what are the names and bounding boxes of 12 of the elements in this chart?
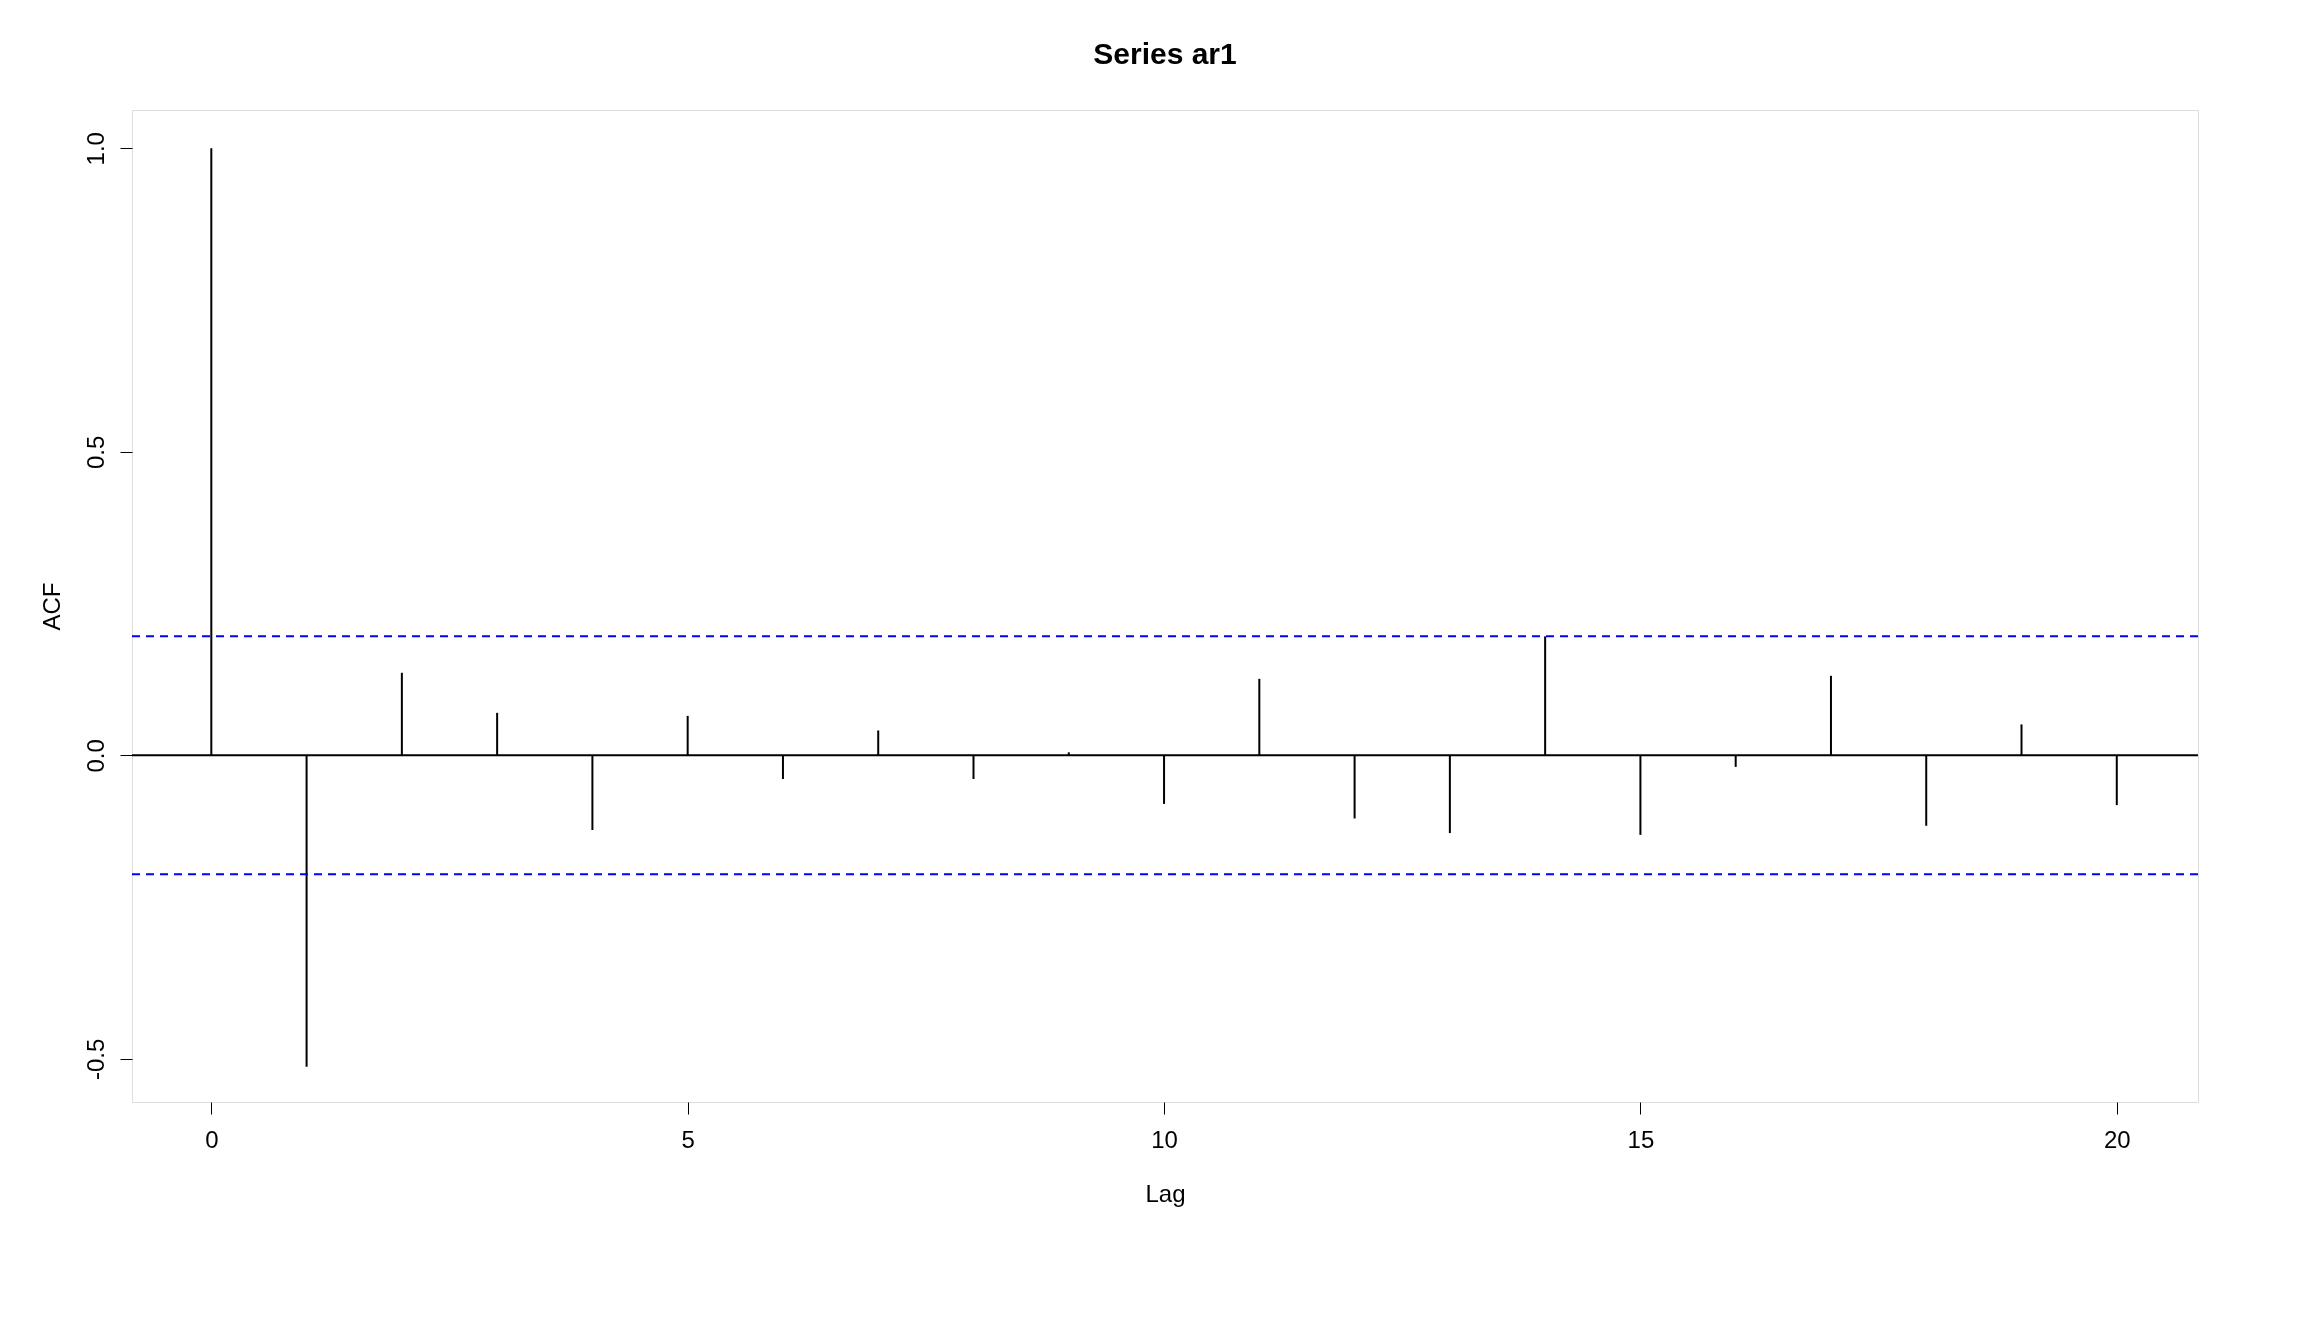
x-tick-label: 0 (205, 1125, 219, 1153)
y-tick-label: -0.5 (81, 1038, 109, 1081)
y-tick-label: 0.0 (81, 739, 109, 773)
x-tick-label: 15 (1627, 1125, 1655, 1153)
chart-title: Series ar1 (1093, 37, 1237, 70)
x-tick-label: 5 (681, 1125, 695, 1153)
y-tick-label: 0.5 (81, 435, 109, 469)
y-axis-title: ACF (37, 582, 65, 631)
y-tick-label: 1.0 (81, 132, 109, 166)
x-tick-label: 20 (2103, 1125, 2131, 1153)
x-tick-label: 10 (1151, 1125, 1178, 1153)
x-axis-title: Lag (1145, 1179, 1186, 1207)
